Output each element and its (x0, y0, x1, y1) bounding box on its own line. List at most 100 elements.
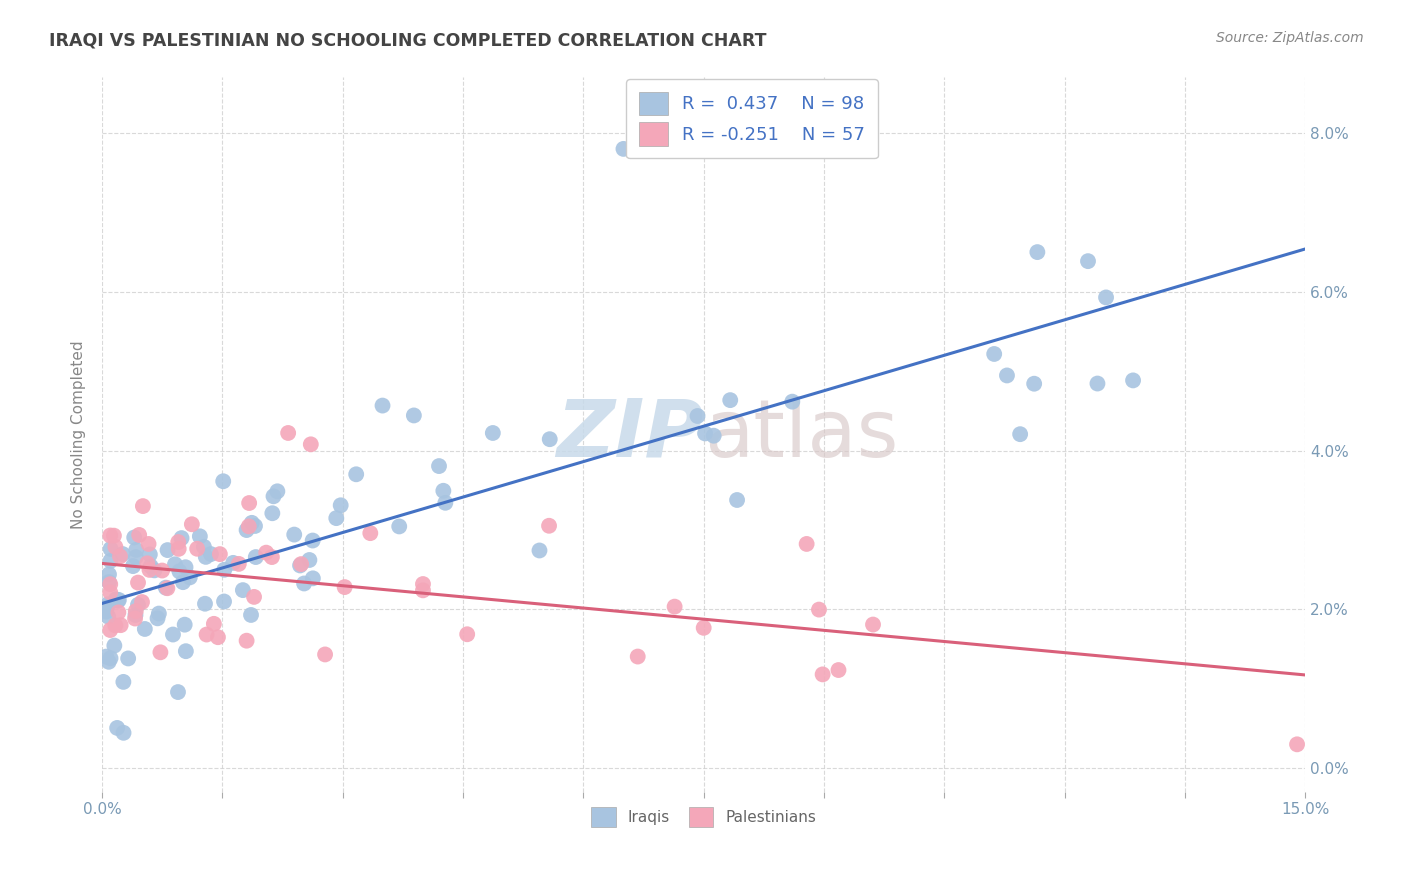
Point (156, 543, 179, 558)
Point (96, 599, 118, 614)
Point (725, 493, 748, 508)
Point (371, 399, 394, 413)
Point (301, 533, 323, 548)
Point (103, 639, 125, 653)
Point (103, 528, 125, 542)
Point (1026, 245, 1049, 260)
Point (529, 543, 551, 558)
Point (228, 557, 250, 571)
Point (167, 685, 190, 699)
Point (718, 393, 741, 408)
Point (1095, 290, 1118, 304)
Point (288, 558, 311, 573)
Point (212, 594, 235, 608)
Point (235, 633, 257, 648)
Point (96, 605, 118, 619)
Point (333, 580, 356, 594)
Point (100, 651, 122, 665)
Point (402, 409, 425, 423)
Point (125, 604, 148, 618)
Point (243, 590, 266, 604)
Point (1024, 376, 1046, 391)
Point (104, 618, 127, 632)
Point (238, 496, 260, 510)
Point (97, 655, 120, 669)
Point (612, 142, 634, 156)
Point (163, 558, 186, 572)
Point (412, 583, 434, 598)
Point (125, 542, 148, 557)
Point (692, 621, 714, 635)
Point (827, 663, 849, 677)
Point (194, 549, 217, 564)
Point (97, 597, 120, 611)
Point (314, 648, 336, 662)
Point (693, 426, 716, 441)
Point (302, 571, 325, 585)
Point (148, 607, 170, 621)
Point (110, 618, 132, 632)
Point (200, 547, 222, 561)
Text: atlas: atlas (703, 396, 898, 474)
Point (188, 529, 211, 543)
Point (155, 581, 177, 595)
Point (100, 554, 122, 568)
Point (139, 559, 162, 574)
Point (235, 523, 257, 537)
Point (108, 549, 131, 564)
Point (108, 593, 131, 607)
Point (156, 581, 179, 595)
Point (122, 559, 145, 574)
Text: IRAQI VS PALESTINIAN NO SCHOOLING COMPLETED CORRELATION CHART: IRAQI VS PALESTINIAN NO SCHOOLING COMPLE… (49, 31, 766, 49)
Point (98, 575, 121, 590)
Text: ZIP: ZIP (557, 396, 703, 474)
Point (238, 519, 260, 533)
Point (482, 425, 505, 440)
Point (96, 602, 118, 616)
Point (329, 498, 352, 512)
Point (138, 537, 160, 551)
Point (186, 541, 208, 556)
Point (179, 570, 201, 584)
Point (127, 575, 149, 590)
Point (124, 611, 146, 625)
Point (195, 627, 218, 641)
Point (811, 667, 834, 681)
Point (277, 425, 299, 440)
Point (170, 531, 193, 545)
Point (127, 598, 149, 612)
Point (111, 547, 134, 561)
Point (208, 547, 231, 561)
Point (299, 437, 322, 451)
Point (263, 489, 285, 503)
Y-axis label: No Schooling Completed: No Schooling Completed (72, 341, 86, 529)
Point (104, 540, 127, 554)
Point (132, 499, 155, 513)
Point (703, 428, 725, 442)
Point (194, 597, 217, 611)
Point (796, 537, 818, 551)
Point (995, 368, 1018, 383)
Point (124, 607, 146, 622)
Point (131, 595, 153, 609)
Point (134, 622, 156, 636)
Point (344, 467, 367, 482)
Point (1122, 373, 1144, 387)
Point (136, 557, 159, 571)
Point (262, 506, 284, 520)
Point (240, 516, 263, 530)
Point (105, 721, 128, 735)
Point (983, 347, 1005, 361)
Point (290, 557, 312, 571)
Point (143, 563, 166, 577)
Point (412, 577, 434, 591)
Point (162, 627, 184, 641)
Point (232, 583, 254, 598)
Point (98, 623, 121, 637)
Point (240, 607, 263, 622)
Point (172, 575, 194, 590)
Point (243, 519, 266, 533)
Point (98, 577, 121, 591)
Point (1010, 427, 1032, 442)
Point (862, 617, 884, 632)
